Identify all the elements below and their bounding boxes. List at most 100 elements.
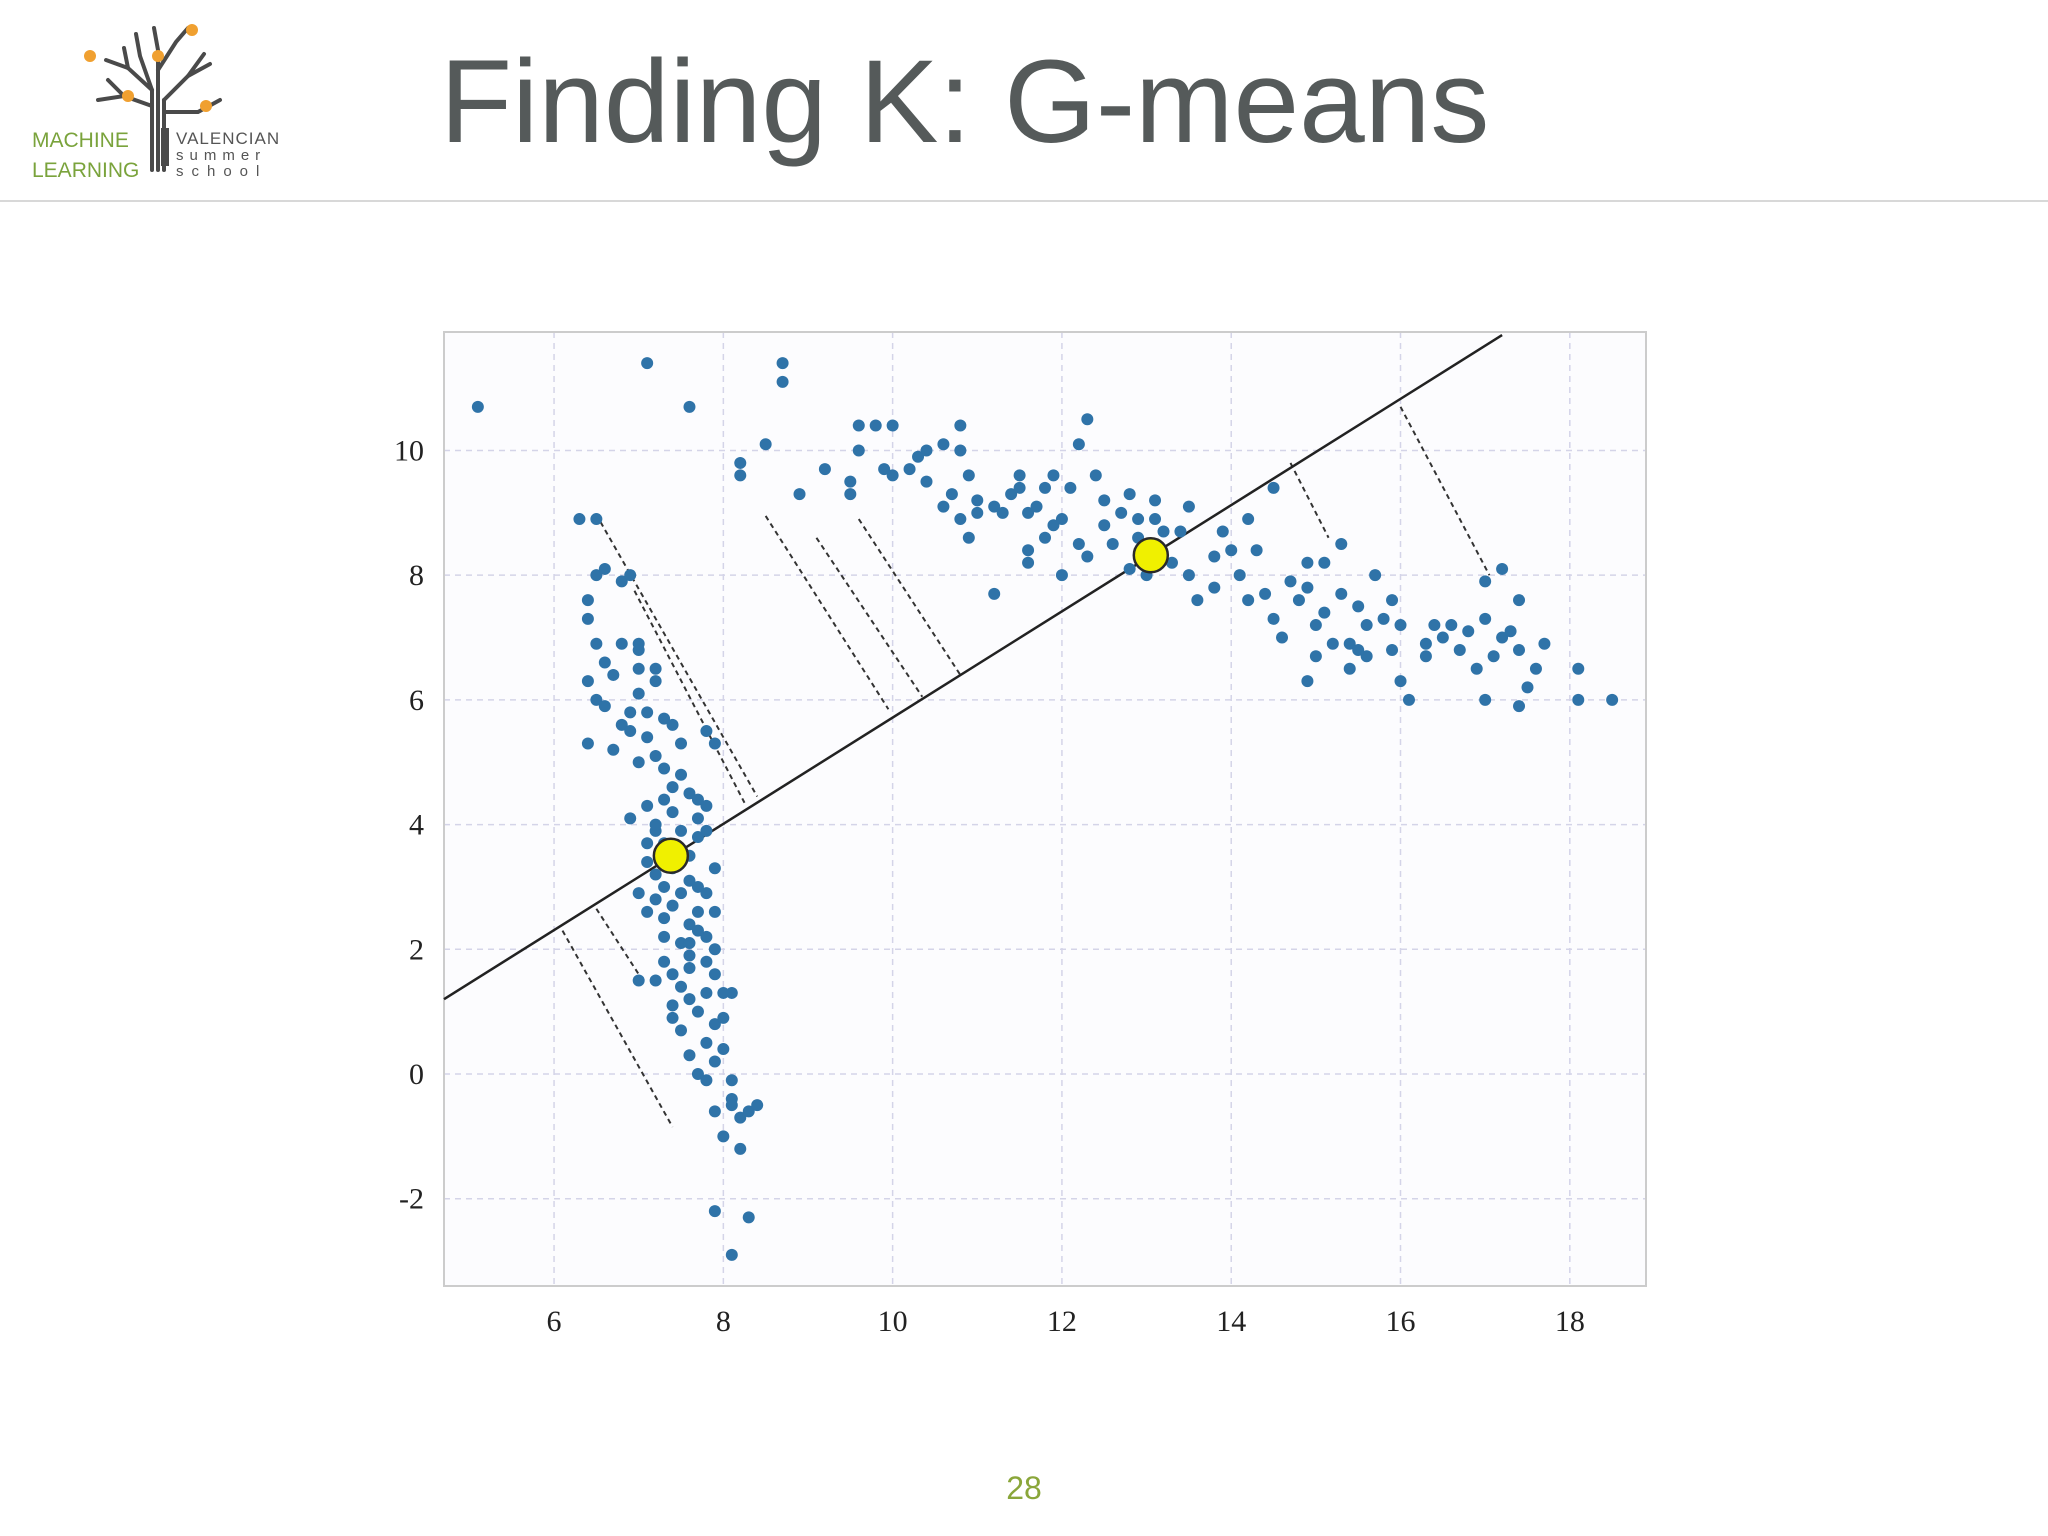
data-point — [1098, 494, 1111, 507]
data-point — [658, 955, 671, 968]
data-point — [675, 768, 688, 781]
x-tick-label: 16 — [1386, 1305, 1416, 1338]
data-point — [1436, 631, 1449, 644]
data-point — [708, 1018, 721, 1031]
data-point — [658, 930, 671, 943]
data-point — [708, 737, 721, 750]
projection-segment — [1399, 406, 1491, 576]
data-point — [1165, 556, 1178, 569]
data-point — [1513, 594, 1526, 607]
data-point — [1394, 675, 1407, 688]
data-point — [878, 463, 891, 476]
data-point — [1072, 538, 1085, 550]
data-point — [691, 905, 704, 918]
data-point — [708, 1055, 721, 1068]
data-point — [675, 1024, 688, 1037]
data-point — [734, 1111, 747, 1124]
data-point — [683, 993, 696, 1006]
data-point — [1496, 631, 1509, 644]
data-point — [1013, 481, 1026, 494]
data-point — [962, 469, 975, 482]
data-point — [776, 375, 789, 388]
data-point — [1098, 519, 1111, 532]
data-point — [641, 905, 654, 918]
data-point — [734, 1142, 747, 1155]
data-point — [624, 569, 637, 582]
x-tick-label: 14 — [1216, 1305, 1246, 1338]
x-tick-label: 10 — [878, 1305, 908, 1338]
data-point — [1335, 538, 1348, 550]
data-point — [666, 899, 679, 912]
data-point — [1521, 681, 1534, 694]
data-point — [1039, 531, 1051, 544]
data-point — [1267, 481, 1280, 494]
data-point — [1022, 556, 1035, 569]
data-point — [1453, 644, 1466, 656]
data-point — [954, 513, 967, 526]
data-point — [1132, 513, 1145, 526]
data-point — [607, 743, 620, 756]
data-point — [886, 419, 899, 432]
logo-text-learning: LEARNING — [32, 159, 140, 182]
data-point — [1106, 538, 1119, 550]
cluster-center — [1132, 536, 1170, 574]
data-point — [573, 513, 586, 526]
data-point — [1005, 488, 1018, 501]
data-point — [590, 693, 603, 706]
data-point — [725, 1074, 738, 1087]
data-point — [700, 1036, 713, 1049]
y-tick-label: 0 — [409, 1058, 424, 1091]
data-point — [691, 812, 704, 825]
data-point — [691, 880, 704, 893]
cluster-centers — [652, 536, 1170, 875]
data-point — [962, 531, 975, 544]
data-point — [1606, 693, 1619, 706]
data-point — [725, 1099, 738, 1112]
data-point — [886, 469, 899, 482]
data-point — [1326, 637, 1339, 650]
data-point — [632, 887, 645, 900]
data-point — [1479, 575, 1492, 588]
data-point — [708, 862, 721, 875]
page-number: 28 — [1006, 1470, 1042, 1506]
data-point — [725, 986, 738, 999]
logo-text-valencian: VALENCIAN — [176, 129, 281, 148]
data-point — [717, 986, 730, 999]
data-point — [1216, 525, 1229, 538]
fruit-dots — [84, 24, 212, 112]
projection-segment — [595, 908, 640, 975]
data-point — [675, 824, 688, 837]
data-point — [1149, 494, 1162, 507]
data-point — [1030, 500, 1043, 513]
data-point — [598, 656, 611, 669]
y-tick-label: 10 — [394, 434, 424, 467]
data-point — [1276, 631, 1289, 644]
data-point — [1386, 644, 1399, 656]
data-point — [1513, 700, 1526, 713]
y-tick-label: 2 — [409, 933, 424, 966]
fitted-line — [443, 334, 1503, 1001]
data-point — [1513, 644, 1526, 656]
data-point — [1123, 488, 1136, 501]
data-point — [1496, 562, 1509, 575]
cluster-center — [652, 837, 690, 875]
projection-segment — [815, 537, 924, 698]
data-point — [717, 1130, 730, 1143]
data-point — [649, 662, 662, 675]
data-point — [658, 712, 671, 725]
projection-segment — [764, 515, 890, 710]
data-point — [1174, 525, 1187, 538]
data-point — [1479, 612, 1492, 625]
projection-segment — [561, 930, 674, 1128]
data-point — [641, 357, 654, 370]
y-tick-label: 6 — [409, 684, 424, 717]
logo-text-summer: summer — [176, 147, 267, 164]
data-point — [1318, 606, 1331, 619]
data-point — [641, 799, 654, 812]
data-point — [742, 1105, 755, 1118]
data-point — [708, 1205, 721, 1218]
y-tick-label: 8 — [409, 559, 424, 592]
data-point — [1360, 650, 1373, 663]
data-point — [658, 912, 671, 925]
data-point — [844, 475, 857, 488]
